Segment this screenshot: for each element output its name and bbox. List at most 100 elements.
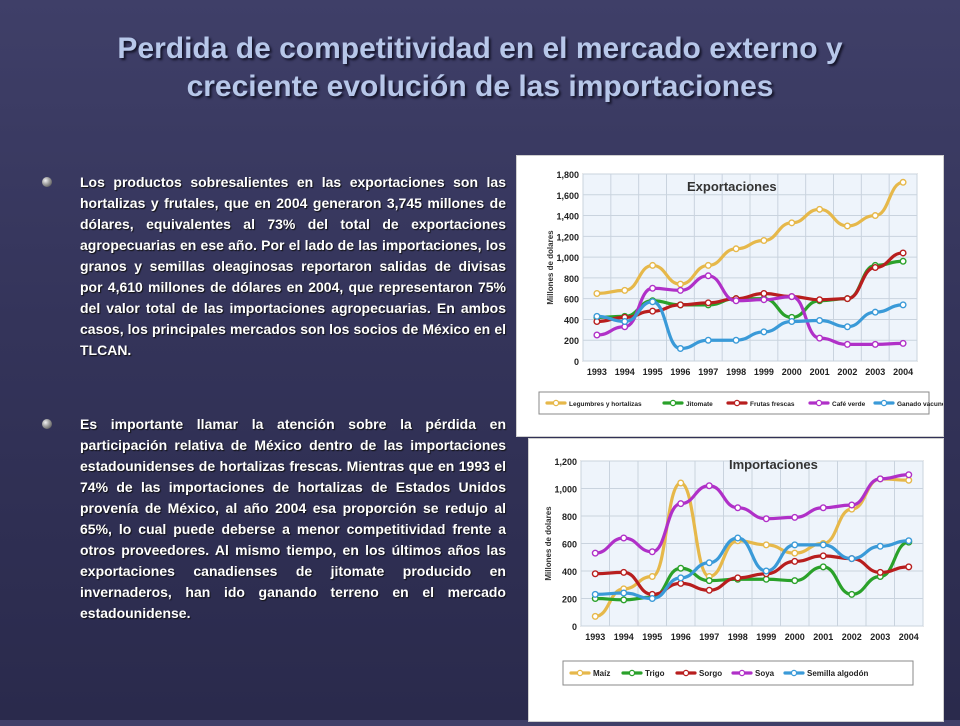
bullet-text: Los productos sobresalientes en las expo… — [80, 174, 506, 358]
data-point — [648, 572, 656, 580]
x-tick-label: 1997 — [699, 632, 719, 642]
y-tick-label: 1,600 — [556, 191, 579, 201]
y-tick-label: 200 — [562, 595, 577, 605]
imports-chart-frame: 0 200 400 600 800 1,000 1,200 1993 1994 1995 1996 1… — [528, 438, 944, 722]
data-point — [760, 236, 768, 244]
x-tick-label: 1999 — [756, 632, 776, 642]
legend-label: Trigo — [645, 669, 665, 678]
data-point — [791, 549, 799, 557]
legend-marker — [552, 399, 560, 407]
legend-label: Maíz — [593, 669, 610, 678]
data-point — [705, 577, 713, 585]
x-tick-label: 1994 — [614, 632, 634, 642]
y-tick-label: 800 — [564, 274, 579, 284]
data-point — [899, 178, 907, 186]
y-tick-label: 1,800 — [556, 170, 579, 180]
data-point — [871, 308, 879, 316]
data-point — [843, 340, 851, 348]
legend-marker — [815, 399, 823, 407]
data-point — [676, 301, 684, 309]
x-tick-label: 2000 — [782, 367, 802, 377]
data-point — [843, 222, 851, 230]
data-point — [593, 289, 601, 297]
data-point — [705, 482, 713, 490]
data-point — [621, 286, 629, 294]
y-tick-label: 800 — [562, 512, 577, 522]
y-tick-label: 400 — [564, 315, 579, 325]
y-tick-label: 600 — [562, 540, 577, 550]
data-point — [760, 328, 768, 336]
y-tick-label: 200 — [564, 336, 579, 346]
y-axis-label: Millones de dolares — [544, 506, 553, 581]
data-point — [899, 339, 907, 347]
data-point — [899, 301, 907, 309]
data-point — [819, 504, 827, 512]
bullet-text: Es importante llamar la atención sobre l… — [80, 416, 506, 621]
data-point — [871, 263, 879, 271]
data-point — [819, 552, 827, 560]
x-tick-label: 1996 — [671, 632, 691, 642]
x-tick-label: 2003 — [865, 367, 885, 377]
data-point — [762, 515, 770, 523]
data-point — [732, 297, 740, 305]
data-point — [676, 345, 684, 353]
data-point — [591, 549, 599, 557]
data-point — [762, 567, 770, 575]
data-point — [816, 205, 824, 213]
data-point — [705, 586, 713, 594]
data-point — [876, 568, 884, 576]
y-tick-label: 0 — [572, 622, 577, 632]
x-tick-label: 2004 — [899, 632, 919, 642]
data-point — [816, 334, 824, 342]
data-point — [848, 555, 856, 563]
data-point — [591, 612, 599, 620]
y-tick-label: 400 — [562, 567, 577, 577]
data-point — [649, 298, 657, 306]
data-point — [734, 574, 742, 582]
y-axis-label: Millones de dolares — [546, 230, 555, 305]
legend-marker — [682, 669, 690, 677]
data-point — [871, 340, 879, 348]
data-point — [899, 249, 907, 257]
data-point — [819, 541, 827, 549]
data-point — [704, 272, 712, 280]
data-point — [704, 261, 712, 269]
data-point — [788, 219, 796, 227]
legend-marker — [738, 669, 746, 677]
x-tick-label: 1995 — [643, 367, 663, 377]
data-point — [816, 316, 824, 324]
data-point — [620, 589, 628, 597]
x-tick-label: 1993 — [587, 367, 607, 377]
data-point — [905, 476, 913, 484]
data-point — [593, 312, 601, 320]
data-point — [620, 534, 628, 542]
data-point — [871, 212, 879, 220]
data-point — [649, 261, 657, 269]
data-point — [677, 579, 685, 587]
data-point — [899, 257, 907, 265]
x-tick-label: 2003 — [870, 632, 890, 642]
data-point — [732, 245, 740, 253]
data-point — [760, 296, 768, 304]
legend-label: Frutas frescas — [750, 401, 795, 408]
legend-marker — [669, 399, 677, 407]
y-tick-label: 0 — [574, 357, 579, 367]
data-point — [732, 336, 740, 344]
data-point — [676, 286, 684, 294]
y-tick-label: 600 — [564, 295, 579, 305]
x-tick-label: 1997 — [698, 367, 718, 377]
data-point — [876, 475, 884, 483]
exports-chart: 0 200 400 600 800 1,000 1,200 1,400 1,600 1,800 19… — [538, 170, 946, 415]
data-point — [704, 336, 712, 344]
x-tick-label: 2004 — [893, 367, 913, 377]
data-point — [905, 537, 913, 545]
data-point — [843, 295, 851, 303]
x-tick-label: 1993 — [585, 632, 605, 642]
bullet-icon — [42, 419, 52, 429]
legend-marker — [880, 399, 888, 407]
x-tick-label: 2001 — [813, 632, 833, 642]
chart-title: Exportaciones — [687, 179, 777, 194]
data-point — [760, 289, 768, 297]
data-point — [843, 323, 851, 331]
legend-box — [562, 660, 914, 686]
